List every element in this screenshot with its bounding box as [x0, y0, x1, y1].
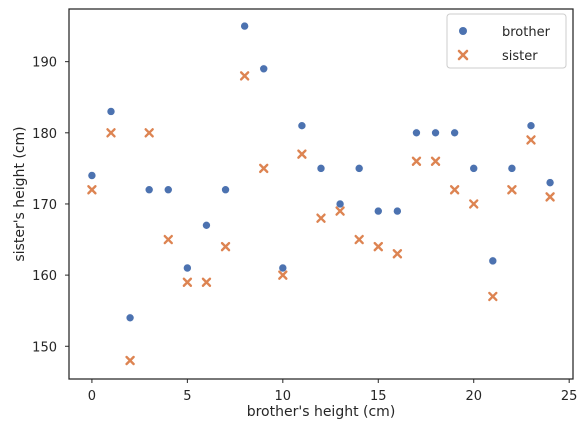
point-brother — [202, 221, 211, 230]
point-sister — [259, 163, 269, 174]
point-brother — [373, 206, 383, 216]
point-brother — [545, 178, 555, 187]
point-sister — [507, 185, 517, 195]
y-axis-label: sister's height (cm) — [12, 126, 28, 261]
x-tick-label: 5 — [183, 389, 191, 404]
y-axis: 150 160 170 180 190 — [32, 56, 69, 355]
point-brother — [87, 171, 97, 180]
point-brother — [106, 107, 116, 116]
point-brother — [469, 164, 479, 173]
point-sister — [469, 199, 479, 209]
x-tick-label: 0 — [88, 389, 96, 404]
point-brother — [526, 121, 536, 130]
point-sister — [201, 277, 212, 287]
y-tick-label: 180 — [32, 127, 57, 142]
point-sister — [163, 234, 173, 245]
point-brother — [354, 164, 364, 173]
x-tick-label: 10 — [275, 389, 292, 404]
point-brother — [316, 164, 326, 173]
point-sister — [297, 149, 307, 159]
point-sister — [106, 128, 116, 138]
point-brother — [278, 263, 288, 273]
point-sister — [335, 206, 345, 216]
plot-area — [68, 8, 574, 380]
point-sister — [392, 249, 403, 259]
legend-box — [446, 13, 567, 69]
point-brother — [125, 313, 135, 323]
x-tick-label: 15 — [370, 389, 387, 404]
point-brother — [297, 121, 307, 130]
y-tick-label: 190 — [32, 56, 57, 71]
point-brother — [221, 185, 230, 195]
point-brother — [259, 64, 269, 74]
x-tick-label: 20 — [465, 389, 482, 404]
point-sister — [182, 277, 193, 287]
point-brother — [240, 21, 249, 31]
y-tick-label: 160 — [32, 269, 57, 284]
point-sister — [488, 291, 498, 302]
point-sister — [449, 185, 460, 195]
point-sister — [373, 241, 383, 252]
point-brother — [163, 185, 173, 195]
legend-label-sister: sister — [502, 49, 538, 64]
legend-marker-sister — [457, 49, 469, 61]
point-sister — [278, 270, 288, 280]
point-sister — [526, 135, 536, 145]
point-sister — [144, 128, 154, 138]
point-brother — [450, 128, 459, 138]
x-axis-label: brother's height (cm) — [247, 404, 396, 420]
point-sister — [87, 185, 97, 195]
point-brother — [507, 164, 517, 173]
point-brother — [431, 128, 440, 138]
y-tick-label: 150 — [32, 340, 57, 355]
point-sister — [316, 213, 326, 223]
point-sister — [430, 156, 441, 166]
point-brother — [412, 128, 421, 138]
point-sister — [411, 156, 422, 166]
point-sister — [354, 234, 364, 245]
x-axis: 0 5 10 15 20 25 — [88, 379, 578, 404]
point-brother — [144, 185, 154, 195]
legend-marker-brother — [459, 27, 467, 35]
y-tick-label: 170 — [32, 198, 57, 213]
point-sister — [239, 71, 250, 81]
point-brother — [393, 206, 402, 216]
point-sister — [545, 192, 555, 202]
point-brother — [335, 199, 345, 209]
point-brother — [488, 256, 498, 266]
x-tick-label: 25 — [561, 389, 578, 404]
legend: brother sister — [446, 13, 567, 69]
point-sister — [220, 241, 231, 252]
data-points — [87, 21, 555, 366]
point-sister — [125, 355, 135, 366]
legend-label-brother: brother — [502, 25, 551, 40]
point-brother — [183, 263, 192, 273]
